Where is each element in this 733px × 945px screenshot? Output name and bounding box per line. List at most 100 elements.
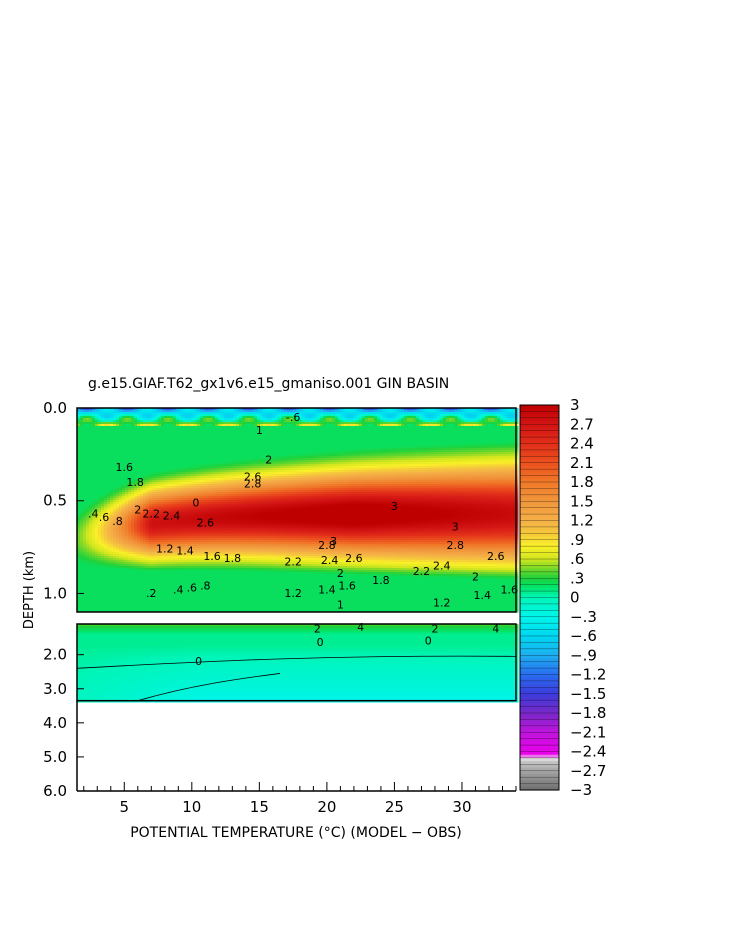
upper-cell — [140, 472, 144, 475]
upper-cell — [149, 412, 153, 415]
upper-cell — [98, 540, 102, 543]
upper-cell — [83, 586, 87, 589]
upper-cell — [179, 514, 183, 517]
upper-cell — [77, 460, 81, 463]
upper-cell — [176, 512, 180, 515]
upper-cell — [83, 494, 87, 497]
upper-cell — [80, 538, 84, 541]
upper-cell — [107, 528, 111, 531]
upper-cell — [161, 518, 165, 521]
upper-cell — [92, 570, 96, 573]
upper-cell — [77, 524, 81, 527]
upper-cell — [188, 462, 192, 465]
upper-cell — [167, 542, 171, 545]
upper-cell — [92, 598, 96, 601]
upper-cell — [158, 582, 162, 585]
upper-cell — [119, 432, 123, 435]
upper-cell — [116, 418, 120, 421]
upper-cell — [137, 534, 141, 537]
upper-cell — [188, 558, 192, 561]
upper-cell — [188, 586, 192, 589]
upper-cell — [155, 474, 159, 477]
upper-cell — [107, 442, 111, 445]
upper-cell — [179, 528, 183, 531]
upper-cell — [86, 534, 90, 537]
upper-cell — [89, 518, 93, 521]
upper-cell — [107, 480, 111, 483]
upper-cell — [182, 580, 186, 583]
upper-cell — [173, 592, 177, 595]
upper-cell — [167, 598, 171, 601]
upper-cell — [158, 580, 162, 583]
upper-cell — [98, 524, 102, 527]
upper-cell — [113, 458, 117, 461]
upper-cell — [80, 432, 84, 435]
upper-cell — [173, 588, 177, 591]
upper-cell — [89, 554, 93, 557]
upper-cell — [110, 496, 114, 499]
upper-cell — [110, 438, 114, 441]
upper-cell — [98, 478, 102, 481]
upper-cell — [149, 408, 153, 411]
upper-cell — [143, 548, 147, 551]
upper-cell — [80, 466, 84, 469]
upper-cell — [77, 568, 81, 571]
upper-cell — [80, 502, 84, 505]
upper-cell — [110, 578, 114, 581]
upper-cell — [83, 530, 87, 533]
upper-cell — [77, 494, 81, 497]
upper-cell — [128, 424, 132, 427]
upper-cell — [185, 412, 189, 415]
upper-cell — [158, 410, 162, 413]
upper-cell — [176, 570, 180, 573]
upper-cell — [158, 466, 162, 469]
upper-cell — [134, 546, 138, 549]
upper-cell — [95, 576, 99, 579]
upper-cell — [140, 438, 144, 441]
upper-cell — [122, 478, 126, 481]
upper-cell — [116, 544, 120, 547]
upper-cell — [80, 514, 84, 517]
upper-cell — [179, 430, 183, 433]
upper-cell — [191, 596, 195, 599]
upper-cell — [95, 480, 99, 483]
upper-cell — [134, 414, 138, 417]
upper-cell — [125, 526, 129, 529]
upper-cell — [119, 462, 123, 465]
upper-cell — [185, 588, 189, 591]
upper-cell — [188, 592, 192, 595]
upper-cell — [131, 420, 135, 423]
upper-cell — [80, 480, 84, 483]
upper-cell — [179, 412, 183, 415]
upper-cell — [167, 608, 171, 611]
upper-cell — [158, 490, 162, 493]
upper-cell — [101, 468, 105, 471]
upper-cell — [176, 450, 180, 453]
upper-cell — [128, 532, 132, 535]
upper-cell — [83, 422, 87, 425]
upper-cell — [134, 512, 138, 515]
upper-cell — [125, 566, 129, 569]
upper-cell — [188, 412, 192, 415]
upper-cell — [98, 434, 102, 437]
upper-cell — [134, 472, 138, 475]
upper-cell — [101, 530, 105, 533]
upper-cell — [125, 570, 129, 573]
upper-cell — [152, 568, 156, 571]
upper-cell — [92, 488, 96, 491]
upper-cell — [164, 482, 168, 485]
upper-cell — [149, 444, 153, 447]
upper-cell — [134, 554, 138, 557]
upper-cell — [122, 446, 126, 449]
upper-cell — [89, 522, 93, 525]
upper-cell — [89, 546, 93, 549]
upper-cell — [98, 534, 102, 537]
upper-cell — [92, 518, 96, 521]
upper-cell — [86, 454, 90, 457]
upper-cell — [116, 468, 120, 471]
upper-cell — [182, 426, 186, 429]
upper-cell — [134, 434, 138, 437]
upper-cell — [110, 424, 114, 427]
upper-cell — [119, 446, 123, 449]
upper-cell — [95, 442, 99, 445]
